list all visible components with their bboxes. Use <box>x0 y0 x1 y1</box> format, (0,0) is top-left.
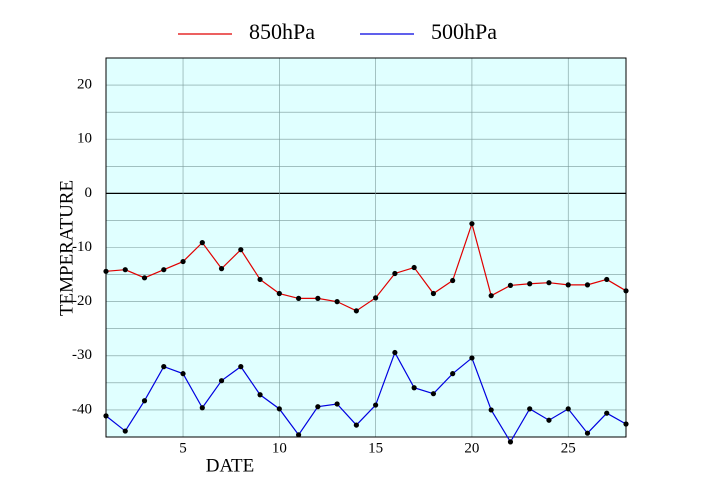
data-point <box>122 428 128 434</box>
data-point <box>161 364 167 370</box>
plot-frame <box>105 57 627 438</box>
data-point <box>353 308 359 314</box>
data-point <box>565 406 571 412</box>
legend-label: 500hPa <box>431 19 497 44</box>
data-point <box>180 258 186 265</box>
data-point <box>488 293 494 299</box>
data-point <box>507 439 514 445</box>
data-point <box>141 398 148 404</box>
data-point <box>411 264 417 271</box>
data-point <box>584 282 591 288</box>
data-point <box>122 267 128 273</box>
legend-label: 850hPa <box>249 19 315 44</box>
data-point <box>450 277 456 284</box>
data-point <box>334 299 340 305</box>
data-point <box>238 247 244 253</box>
data-point <box>295 295 302 301</box>
data-point <box>199 405 205 411</box>
data-point <box>373 402 379 408</box>
data-point <box>334 401 340 407</box>
data-point <box>430 290 437 297</box>
data-point <box>276 290 282 297</box>
data-point <box>450 371 456 377</box>
y-tick-label: -30 <box>72 347 92 363</box>
series-line <box>105 221 627 312</box>
data-point <box>623 288 629 294</box>
x-tick-label: 10 <box>272 440 287 456</box>
data-point <box>353 422 359 428</box>
data-point <box>238 364 244 370</box>
data-point <box>469 221 475 227</box>
data-point <box>141 275 148 281</box>
data-point <box>546 417 552 423</box>
data-point <box>527 406 533 412</box>
data-point <box>546 280 552 286</box>
data-point <box>295 432 302 438</box>
data-point <box>257 276 263 283</box>
data-point <box>199 240 205 246</box>
data-point <box>103 268 109 274</box>
y-axis-label: TEMPERATURE <box>56 180 77 316</box>
data-point <box>584 430 591 436</box>
data-point <box>488 407 494 413</box>
y-tick-label: 10 <box>77 131 92 147</box>
data-point <box>218 266 225 272</box>
series-line <box>105 351 627 444</box>
y-tick-label: -10 <box>72 239 92 255</box>
data-point <box>623 421 629 427</box>
data-point <box>161 267 167 273</box>
data-point <box>257 392 263 398</box>
data-point <box>373 295 379 301</box>
data-point <box>180 371 186 377</box>
data-point <box>469 355 475 361</box>
data-point <box>392 270 398 277</box>
y-tick-label: -40 <box>72 401 92 417</box>
x-tick-label: 20 <box>464 440 479 456</box>
y-tick-label: 20 <box>77 77 92 93</box>
data-point <box>604 276 610 283</box>
data-point <box>218 378 225 384</box>
data-point <box>507 282 514 288</box>
y-tick-label: 0 <box>85 185 93 201</box>
data-point <box>276 406 282 412</box>
x-axis-label: DATE <box>206 455 255 476</box>
data-point <box>604 410 610 416</box>
x-tick-label: 5 <box>179 440 187 456</box>
x-tick-label: 15 <box>368 440 383 456</box>
data-point <box>315 295 321 301</box>
data-point <box>411 385 417 391</box>
data-point <box>315 404 321 410</box>
data-point <box>103 413 109 419</box>
x-tick-label: 25 <box>561 440 576 456</box>
data-point <box>565 282 571 288</box>
data-point <box>392 349 398 356</box>
y-tick-label: -20 <box>72 293 92 309</box>
data-point <box>527 281 533 287</box>
data-point <box>430 391 437 397</box>
